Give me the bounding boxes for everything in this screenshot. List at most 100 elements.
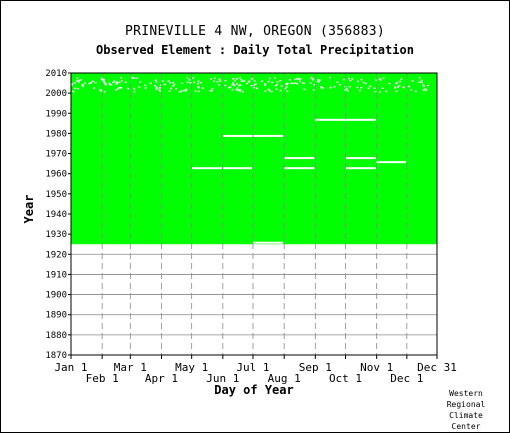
y-tick-label: 1950 [45, 190, 67, 200]
missing-day [271, 81, 274, 84]
missing-day [180, 90, 183, 92]
x-tick-label: Jul 1 [236, 361, 269, 374]
missing-day [163, 83, 166, 86]
missing-day [302, 82, 305, 84]
data-coverage-block [71, 73, 437, 245]
missing-day [394, 86, 397, 88]
credit-line: Climate [449, 411, 483, 420]
missing-day [289, 79, 291, 81]
missing-day [378, 78, 381, 80]
missing-day [89, 82, 92, 84]
x-tick-label: Dec 31 [417, 361, 457, 374]
missing-data-gap [376, 161, 406, 164]
missing-day [264, 90, 267, 92]
missing-day [224, 84, 227, 87]
missing-day [360, 87, 363, 89]
missing-day [172, 82, 175, 84]
missing-day [119, 87, 122, 89]
missing-day [424, 88, 427, 90]
y-tick-label: 1880 [45, 331, 67, 341]
missing-day [71, 83, 73, 85]
missing-day [185, 88, 188, 90]
missing-day [356, 86, 359, 89]
missing-day [193, 81, 196, 84]
missing-data-gap [315, 118, 376, 121]
missing-day [124, 81, 127, 84]
missing-day [342, 78, 345, 81]
missing-day [73, 82, 76, 84]
missing-day [252, 84, 255, 86]
missing-day [178, 91, 181, 93]
missing-data-gap [284, 167, 315, 170]
missing-day [102, 80, 105, 82]
missing-day [379, 79, 382, 81]
missing-day [316, 79, 319, 81]
missing-day [115, 83, 118, 85]
missing-day [312, 89, 315, 91]
missing-day [94, 82, 97, 84]
missing-day [167, 80, 170, 82]
missing-day [280, 85, 283, 87]
credit-line: Center [451, 422, 481, 431]
missing-day [247, 81, 250, 83]
missing-day [284, 87, 287, 90]
missing-day [197, 80, 200, 82]
missing-day [296, 77, 299, 80]
missing-day [159, 90, 161, 92]
missing-day [138, 86, 141, 88]
missing-day [155, 85, 158, 88]
missing-day [231, 88, 234, 91]
missing-day [286, 82, 289, 85]
missing-day [279, 80, 282, 82]
missing-day [216, 81, 219, 83]
missing-day [210, 78, 213, 80]
missing-day [318, 79, 321, 81]
missing-day [322, 87, 324, 89]
missing-day [161, 80, 164, 82]
missing-day [189, 82, 192, 84]
missing-day [119, 77, 122, 79]
missing-day [317, 81, 320, 83]
missing-day [239, 89, 242, 91]
missing-day [186, 77, 189, 79]
missing-day [239, 84, 242, 86]
y-tick-label: 1970 [45, 150, 67, 160]
missing-day [411, 80, 414, 82]
missing-day [425, 89, 428, 91]
missing-day [199, 82, 202, 84]
credit-line: Regional [446, 400, 486, 409]
missing-day [351, 78, 354, 80]
missing-day [418, 81, 421, 83]
missing-day [172, 85, 175, 87]
missing-data-gap [191, 167, 222, 170]
missing-day [156, 87, 159, 89]
x-tick-label: Aug 1 [268, 372, 301, 385]
missing-day [279, 89, 282, 92]
missing-day [72, 90, 75, 93]
missing-day [188, 79, 191, 81]
missing-day [155, 81, 158, 83]
missing-day [79, 79, 82, 81]
y-tick-label: 1890 [45, 311, 67, 321]
missing-day [133, 88, 136, 90]
missing-day [360, 78, 363, 81]
missing-day [213, 80, 216, 82]
missing-day [296, 83, 299, 85]
missing-day [333, 86, 336, 88]
missing-day [349, 80, 352, 82]
missing-day [197, 82, 199, 85]
missing-day [104, 84, 107, 86]
missing-day [78, 81, 80, 83]
missing-day [240, 79, 243, 81]
missing-day [135, 77, 138, 80]
missing-day [275, 88, 278, 90]
missing-day [254, 83, 257, 85]
missing-day [81, 84, 84, 86]
missing-day [309, 82, 312, 84]
missing-day [329, 86, 332, 89]
missing-day [297, 78, 300, 80]
missing-day [261, 80, 264, 82]
x-tick-label: Feb 1 [86, 372, 119, 385]
missing-day [367, 87, 370, 89]
missing-day [410, 89, 413, 91]
